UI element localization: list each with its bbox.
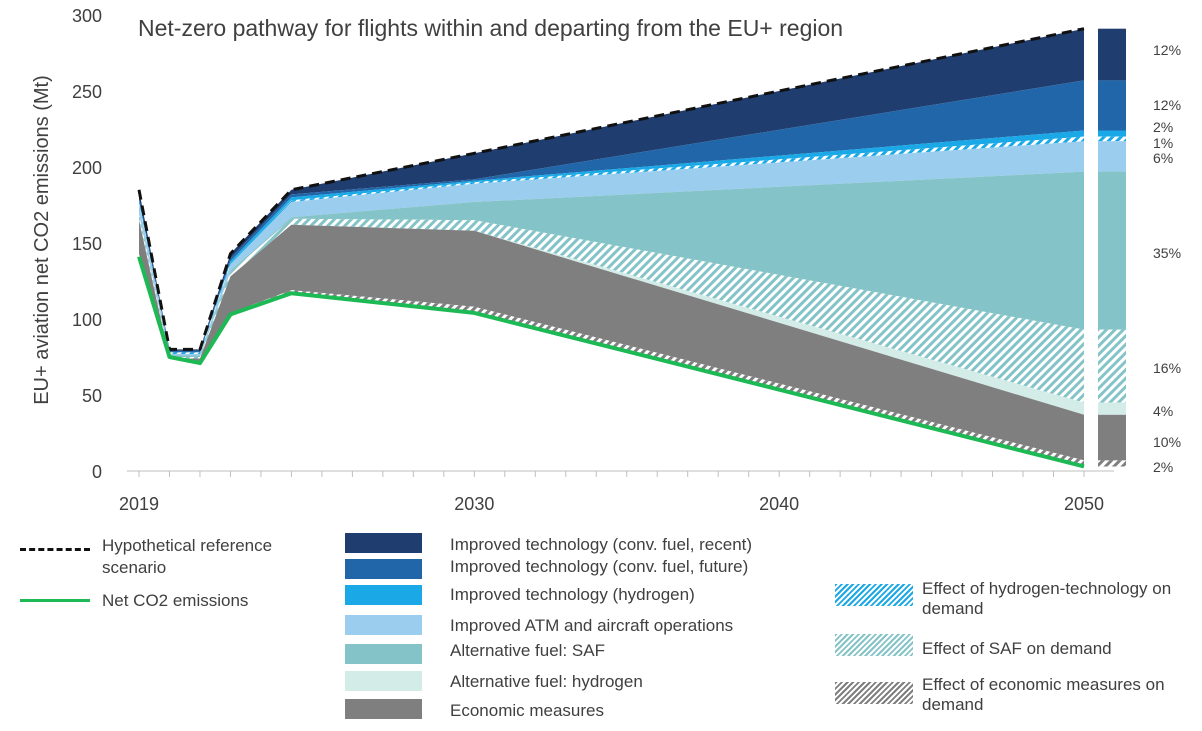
area-layers [139,28,1084,467]
swatch-hydrogen [345,671,422,691]
swatch-saf-demand [835,634,913,656]
x-tick-label: 2040 [759,494,799,514]
area-effect-of-saf-on-demand [139,214,1084,403]
x-tick-label: 2050 [1064,494,1104,514]
ref-line-swatch [20,548,90,551]
share-bar-effect-of-hydrogen-technology-on-demand [1098,136,1126,142]
share-label-improved-technology-conv-fuel-future: 12% [1153,97,1181,113]
share-label-effect-of-economic-measures-on-demand: 2% [1153,459,1173,475]
swatch-econ-demand [835,682,913,704]
share-bar-economic-measures [1098,414,1126,461]
area-improved-technology-conv-fuel-future [139,80,1084,353]
swatch-atm [345,615,422,635]
share-bar-improved-technology-conv-fuel-recent [1098,28,1126,81]
share-bar-alternative-fuel-hydrogen [1098,402,1126,415]
y-tick-label: 200 [72,158,102,178]
x-tick-label: 2019 [119,494,159,514]
legend-h2-demand: Effect of hydrogen-technology on demand [922,579,1172,618]
share-bar-improved-technology-hydrogen [1098,130,1126,137]
y-tick-label: 300 [72,6,102,26]
legend-tech-h2: Improved technology (hydrogen) [450,585,695,604]
swatch-saf [345,644,422,664]
y-tick-label: 0 [92,462,102,482]
legend-net-line: Net CO2 emissions [102,591,249,610]
area-improved-atm-and-aircraft-operations [139,141,1084,356]
share-labels: 12%12%2%1%6%35%16%4%10%2% [1153,42,1181,475]
area-alternative-fuel-saf [139,171,1084,357]
legend-atm: Improved ATM and aircraft operations [450,616,734,635]
share-label-economic-measures: 10% [1153,434,1181,450]
share-label-alternative-fuel-saf: 35% [1153,245,1181,261]
share-bar-effect-of-economic-measures-on-demand [1098,460,1126,467]
y-tick-label: 50 [82,386,102,406]
share-label-effect-of-saf-on-demand: 16% [1153,360,1181,376]
area-economic-measures [139,220,1084,461]
chart-canvas: Net-zero pathway for flights within and … [31,6,1181,514]
axes: 2019 2030 2040 2050 0 50 100 150 200 250 300 [72,6,1114,514]
legend-econ-demand: Effect of economic measures on demand [922,675,1165,714]
trend-lines [137,27,1085,469]
swatch-econ [345,699,422,719]
share-bar-alternative-fuel-saf [1098,171,1126,330]
share-bar-improved-technology-conv-fuel-future [1098,80,1126,131]
share-bar-effect-of-saf-on-demand [1098,329,1126,403]
line-hypothetical-reference-scenario [137,27,1085,351]
line-net-co2-emissions [137,256,1085,469]
net-line-swatch [20,599,90,602]
swatch-tech-recent [345,533,422,553]
y-axis-label: EU+ aviation net CO2 emissions (Mt) [31,75,53,405]
legend-saf: Alternative fuel: SAF [450,641,605,660]
legend-saf-demand: Effect of SAF on demand [922,639,1112,658]
swatch-h2-demand [835,584,913,606]
y-tick-label: 250 [72,82,102,102]
share-label-improved-atm-and-aircraft-operations: 6% [1153,150,1173,166]
area-improved-technology-conv-fuel-recent [139,28,1084,351]
share-label-alternative-fuel-hydrogen: 4% [1153,403,1173,419]
legend-tech-recent: Improved technology (conv. fuel, recent) [450,535,753,554]
legend-hydrogen: Alternative fuel: hydrogen [450,672,643,691]
legend-econ: Economic measures [450,701,605,720]
chart-title: Net-zero pathway for flights within and … [138,15,843,41]
legend-ref-line: Hypothetical reference scenario [102,536,273,577]
swatch-tech-future [345,559,422,579]
y-tick-label: 100 [72,310,102,330]
y-tick-label: 150 [72,234,102,254]
share-label-effect-of-hydrogen-technology-on-demand: 1% [1153,135,1173,151]
legend-tech-future: Improved technology (conv. fuel, future) [450,557,749,576]
share-bar-2050 [1098,28,1126,467]
share-label-improved-technology-conv-fuel-recent: 12% [1153,42,1181,58]
share-bar-improved-atm-and-aircraft-operations [1098,141,1126,172]
share-label-improved-technology-hydrogen: 2% [1153,119,1173,135]
x-tick-label: 2030 [454,494,494,514]
swatch-tech-h2 [345,585,422,605]
